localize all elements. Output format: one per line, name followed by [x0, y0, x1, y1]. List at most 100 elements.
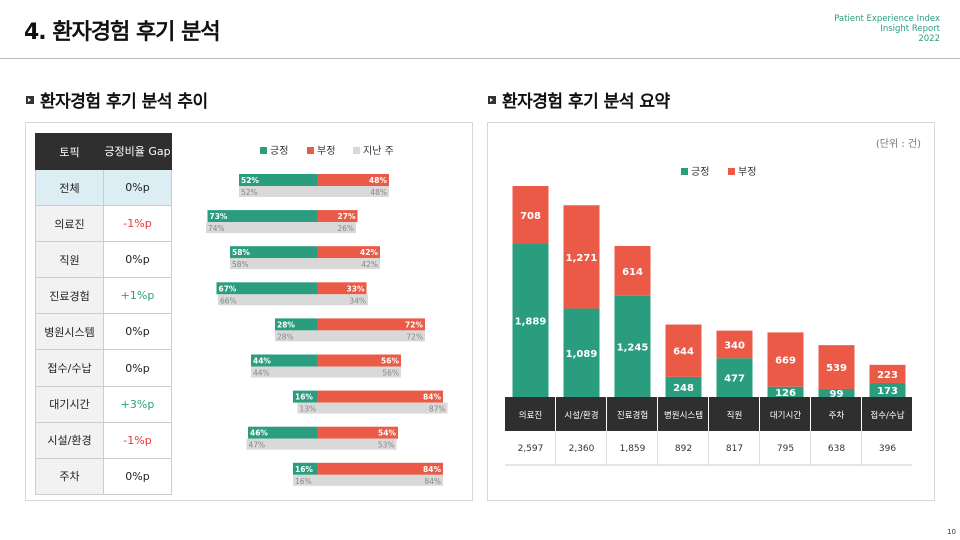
legend-label: 부정 [738, 166, 756, 178]
positive-label: 28% [277, 320, 295, 329]
positive-bar [275, 318, 317, 331]
topic-name: 대기시간 [35, 385, 104, 423]
last-week-bar [239, 186, 389, 197]
table-row: 접수/수납 0%p [35, 349, 172, 387]
gap-header: 긍정비율 Gap [103, 133, 172, 170]
page-number: 10 [947, 528, 956, 536]
negative-value-label: 1,271 [566, 253, 598, 264]
total-value: 2,360 [569, 444, 595, 454]
last-week-positive-label: 74% [208, 224, 225, 233]
positive-bar [293, 462, 317, 475]
negative-label: 48% [369, 176, 387, 185]
right-section-title-text: 환자경험 후기 분석 요약 [502, 92, 670, 112]
negative-label: 72% [405, 320, 423, 329]
table-row: 의료진 -1%p [35, 205, 172, 243]
brand-line-1: Patient Experience Index [834, 14, 940, 24]
last-week-negative-label: 84% [424, 477, 441, 486]
topic-name: 주차 [35, 457, 104, 495]
category-label: 직원 [727, 410, 743, 421]
summary-panel: (단위 : 건) 긍정 부정 1,889 708 의료진 2,597 1,089 1,271 시설… [487, 122, 935, 501]
negative-label: 84% [423, 465, 441, 474]
topic-table: 토픽 긍정비율 Gap 전체 0%p 의료진 -1%p 직원 0%p 진료경험 +1%p 병원시… [35, 133, 172, 495]
category-cell [760, 397, 810, 431]
negative-bar [317, 462, 443, 475]
last-week-positive-label: 28% [277, 332, 294, 341]
last-week-bar [218, 294, 368, 306]
topic-name: 시설/환경 [35, 421, 104, 459]
negative-label: 33% [347, 284, 365, 293]
topic-name: 직원 [35, 241, 104, 279]
negative-bar [317, 426, 398, 439]
positive-bar [665, 376, 702, 397]
positive-bar [716, 358, 753, 397]
negative-value-label: 708 [520, 211, 541, 222]
table-row: 주차 0%p [35, 457, 172, 495]
topic-name: 병원시스템 [35, 313, 104, 351]
negative-label: 84% [423, 393, 441, 402]
left-section-title: 환자경험 후기 분석 추이 [26, 87, 208, 112]
category-label: 의료진 [519, 410, 542, 421]
negative-bar [317, 210, 358, 223]
positive-value-label: 1,245 [617, 342, 649, 353]
last-week-negative-label: 87% [429, 405, 446, 414]
positive-label: 73% [210, 212, 228, 221]
negative-label: 42% [360, 248, 378, 257]
legend-swatch [260, 147, 267, 154]
last-week-bar [251, 366, 401, 378]
trend-chart: 긍정 부정 지난 주 52% 48% 52% 48% 73% 27% 74% 26% 58% 42% 58… [206, 145, 448, 486]
negative-bar [317, 318, 425, 331]
negative-value-label: 340 [724, 340, 745, 351]
category-cell [607, 397, 657, 431]
last-week-positive-label: 52% [241, 188, 258, 197]
negative-bar [563, 205, 600, 309]
negative-label: 54% [378, 429, 396, 438]
category-cell [505, 397, 555, 431]
positive-bar [869, 382, 906, 397]
positive-label: 67% [219, 284, 237, 293]
total-value: 795 [777, 444, 794, 454]
last-week-positive-label: 66% [220, 296, 237, 305]
left-section-title-text: 환자경험 후기 분석 추이 [40, 92, 208, 112]
positive-bar [230, 246, 317, 259]
last-week-bar [293, 474, 443, 486]
category-label: 주차 [829, 411, 845, 421]
last-week-negative-label: 26% [337, 224, 354, 233]
last-week-negative-label: 42% [361, 260, 378, 269]
legend-swatch [681, 168, 688, 175]
positive-label: 58% [232, 248, 250, 257]
legend-label: 긍정 [691, 166, 709, 178]
positive-bar [512, 243, 549, 397]
negative-bar [614, 245, 651, 296]
last-week-positive-label: 13% [300, 405, 317, 414]
negative-bar [767, 332, 804, 387]
positive-bar [207, 210, 317, 223]
positive-bar [767, 386, 804, 397]
category-label: 병원시스템 [664, 410, 703, 421]
positive-bar [251, 354, 317, 367]
table-row: 전체 0%p [35, 168, 172, 207]
negative-value-label: 669 [775, 356, 796, 367]
negative-label: 27% [338, 212, 356, 221]
table-row: 시설/환경 -1%p [35, 421, 172, 459]
gap-value: +3%p [103, 385, 172, 423]
last-week-negative-label: 48% [370, 188, 387, 197]
page-title: 4. 환자경험 후기 분석 [24, 20, 221, 45]
positive-value-label: 99 [830, 389, 844, 400]
negative-bar [317, 246, 380, 259]
positive-value-label: 173 [877, 386, 898, 397]
positive-label: 52% [241, 176, 259, 185]
gap-value: +1%p [103, 277, 172, 315]
positive-bar [614, 295, 651, 397]
category-cell [658, 397, 708, 431]
legend-label: 부정 [317, 145, 335, 157]
last-week-positive-label: 44% [253, 369, 270, 378]
legend-swatch [307, 147, 314, 154]
category-label: 대기시간 [770, 410, 801, 421]
category-cell [811, 397, 861, 431]
right-section-title: 환자경험 후기 분석 요약 [488, 87, 670, 112]
topic-name: 의료진 [35, 205, 104, 243]
legend-label: 지난 주 [363, 145, 394, 157]
gap-value: 0%p [103, 168, 172, 207]
table-row: 직원 0%p [35, 241, 172, 279]
category-label: 접수/수납 [870, 410, 904, 421]
